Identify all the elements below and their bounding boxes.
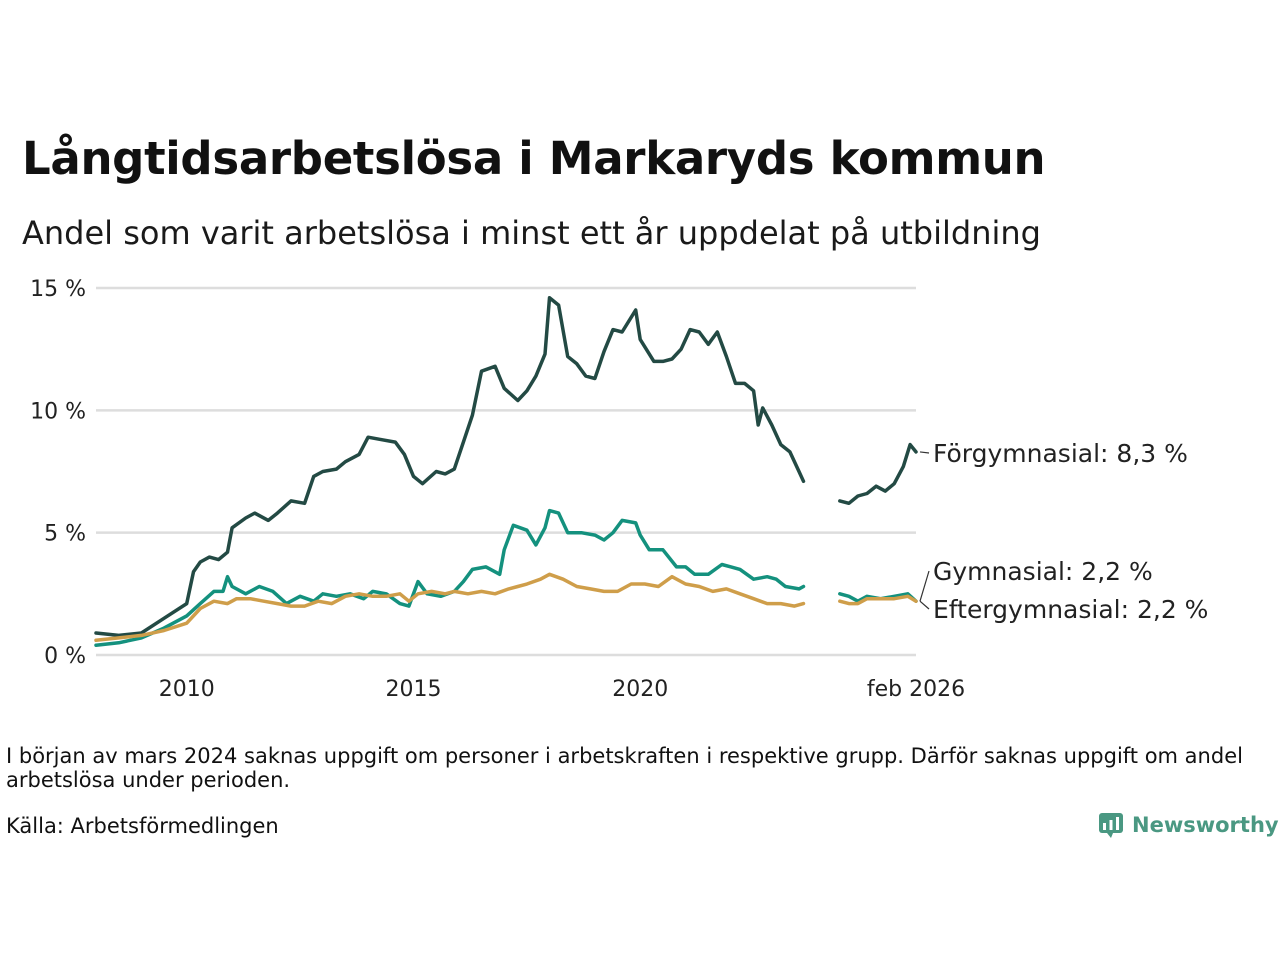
grid-lines: [96, 286, 916, 657]
series-line-förgymnasial: [94, 296, 918, 638]
bar-chart-icon: [1099, 813, 1123, 838]
brand-name: Newsworthy: [1132, 813, 1279, 837]
footnote: I början av mars 2024 saknas uppgift om …: [6, 744, 1243, 792]
label-leader: [919, 570, 930, 602]
label-leader: [919, 600, 930, 610]
series-line-gymnasial: [94, 508, 918, 647]
x-tick-label: 2015: [385, 677, 441, 702]
series-label-gymnasial: Gymnasial: 2,2 %: [933, 557, 1153, 586]
x-axis: 2010 2015 2020 feb 2026: [159, 677, 965, 702]
series-labels: Förgymnasial: 8,3 % Gymnasial: 2,2 % Efter…: [919, 439, 1208, 624]
series-label-eftergymnasial: Eftergymnasial: 2,2 %: [933, 595, 1208, 624]
series-label-förgymnasial: Förgymnasial: 8,3 %: [933, 439, 1188, 468]
x-tick-label: 2020: [612, 677, 668, 702]
chart-title: Långtidsarbetslösa i Markaryds kommun: [22, 132, 1046, 185]
label-leader: [919, 451, 930, 454]
brand-logo: Newsworthy: [1098, 810, 1279, 840]
y-tick-label: 10 %: [30, 399, 86, 424]
y-tick-label: 5 %: [44, 522, 86, 547]
chart-subtitle: Andel som varit arbetslösa i minst ett å…: [22, 214, 1041, 252]
y-tick-label: 0 %: [44, 644, 86, 669]
source-text: Källa: Arbetsförmedlingen: [6, 814, 279, 838]
x-tick-label: 2010: [159, 677, 215, 702]
series-line-eftergymnasial: [94, 572, 918, 643]
series-lines: [94, 296, 918, 647]
y-axis: 0 % 5 % 10 % 15 %: [30, 277, 86, 669]
x-tick-label: feb 2026: [867, 677, 965, 702]
y-tick-label: 15 %: [30, 277, 86, 302]
